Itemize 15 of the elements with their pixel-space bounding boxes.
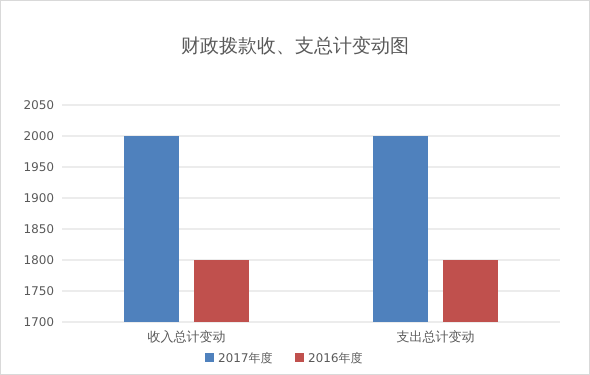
x-tick-label: 支出总计变动 [396,330,474,345]
y-tick-label: 1850 [23,222,54,236]
y-tick-label: 1750 [23,284,54,298]
legend-label: 2016年度 [308,351,363,365]
legend-item: 2017年度 [205,351,273,365]
y-tick-label: 1700 [23,315,54,329]
x-tick-label: 收入总计变动 [148,330,226,345]
legend-item: 2016年度 [295,351,363,365]
y-tick-label: 1950 [23,160,54,174]
legend-label: 2017年度 [218,351,273,365]
title: 财政拨款收、支总计变动图 [181,35,409,57]
y-tick-label: 2050 [23,98,54,112]
y-tick-label: 1800 [23,253,54,267]
y-tick-label: 1900 [23,191,54,205]
y-tick-label: 2000 [23,129,54,143]
